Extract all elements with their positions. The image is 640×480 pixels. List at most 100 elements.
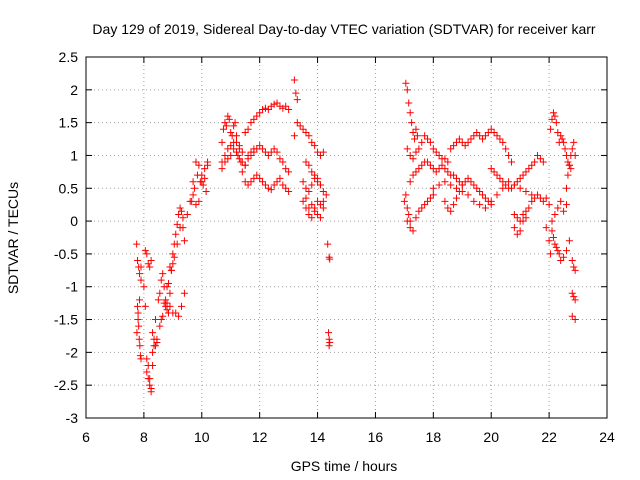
data-point — [172, 230, 180, 238]
data-point — [314, 174, 322, 182]
data-point — [302, 194, 310, 202]
data-point — [412, 148, 420, 156]
y-tick-label: -0.5 — [54, 246, 78, 262]
data-point — [264, 184, 272, 192]
data-point — [562, 201, 570, 209]
data-point — [450, 142, 458, 150]
data-point — [507, 184, 515, 192]
data-point — [267, 186, 275, 194]
data-point — [302, 184, 310, 192]
data-point — [507, 158, 515, 166]
data-point — [231, 119, 239, 127]
data-point — [403, 204, 411, 212]
y-tick-label: 0.5 — [59, 180, 79, 196]
data-point — [560, 138, 568, 146]
data-point — [224, 112, 232, 120]
data-point — [296, 122, 304, 130]
data-point — [163, 306, 171, 314]
data-point — [522, 188, 530, 196]
data-point — [175, 312, 183, 320]
data-point — [405, 211, 413, 219]
data-point — [247, 151, 255, 159]
data-point — [490, 128, 498, 136]
data-point — [305, 188, 313, 196]
data-point — [426, 161, 434, 169]
data-point — [238, 168, 246, 176]
data-point — [409, 155, 417, 163]
data-point — [473, 128, 481, 136]
y-tick-label: 0 — [70, 213, 78, 229]
data-point — [564, 158, 572, 166]
data-point — [415, 165, 423, 173]
data-point — [154, 296, 162, 304]
data-point — [502, 145, 510, 153]
data-point — [316, 214, 324, 222]
data-point — [412, 168, 420, 176]
data-point — [326, 255, 334, 263]
data-point — [178, 302, 186, 310]
data-point — [473, 184, 481, 192]
data-point — [547, 250, 555, 258]
data-point — [418, 161, 426, 169]
data-point — [153, 335, 161, 343]
data-point — [555, 250, 563, 258]
data-point — [218, 165, 226, 173]
data-point — [166, 289, 174, 297]
data-point — [159, 312, 167, 320]
data-point — [562, 184, 570, 192]
data-point — [513, 230, 521, 238]
data-point — [570, 263, 578, 271]
data-point — [424, 135, 432, 143]
data-point — [452, 194, 460, 202]
data-point — [259, 145, 267, 153]
data-point — [547, 125, 555, 133]
data-point — [302, 128, 310, 136]
data-point — [324, 240, 332, 248]
data-point — [441, 165, 449, 173]
x-tick-label: 14 — [310, 429, 326, 445]
data-point — [545, 237, 553, 245]
data-point — [233, 132, 241, 140]
data-point — [316, 201, 324, 209]
data-point — [189, 178, 197, 186]
data-point — [525, 165, 533, 173]
data-point — [169, 309, 177, 317]
data-point — [554, 247, 562, 255]
data-point — [444, 204, 452, 212]
x-tick-label: 10 — [194, 429, 210, 445]
x-tick-label: 24 — [599, 429, 615, 445]
data-point — [561, 145, 569, 153]
data-point — [510, 224, 518, 232]
data-point — [496, 174, 504, 182]
data-point — [413, 132, 421, 140]
y-tick-label: -1 — [66, 279, 79, 295]
data-point — [519, 171, 527, 179]
data-point — [476, 188, 484, 196]
data-point — [136, 342, 144, 350]
data-point — [270, 100, 278, 108]
data-point — [539, 158, 547, 166]
data-point — [458, 181, 466, 189]
data-point — [412, 214, 420, 222]
data-point — [319, 188, 327, 196]
grid-lines — [86, 57, 607, 418]
data-point — [230, 138, 238, 146]
data-point — [406, 224, 414, 232]
data-point — [554, 204, 562, 212]
data-point — [273, 178, 281, 186]
data-point — [564, 171, 572, 179]
data-point — [403, 145, 411, 153]
data-point — [487, 125, 495, 133]
data-point — [188, 197, 196, 205]
data-point — [405, 99, 413, 107]
data-point — [554, 128, 562, 136]
data-point — [170, 253, 178, 261]
x-tick-label: 20 — [483, 429, 499, 445]
data-point — [156, 289, 164, 297]
data-point — [167, 266, 175, 274]
data-point — [531, 158, 539, 166]
data-point — [571, 266, 579, 274]
data-point — [250, 148, 258, 156]
data-point — [479, 191, 487, 199]
data-point — [549, 234, 557, 241]
